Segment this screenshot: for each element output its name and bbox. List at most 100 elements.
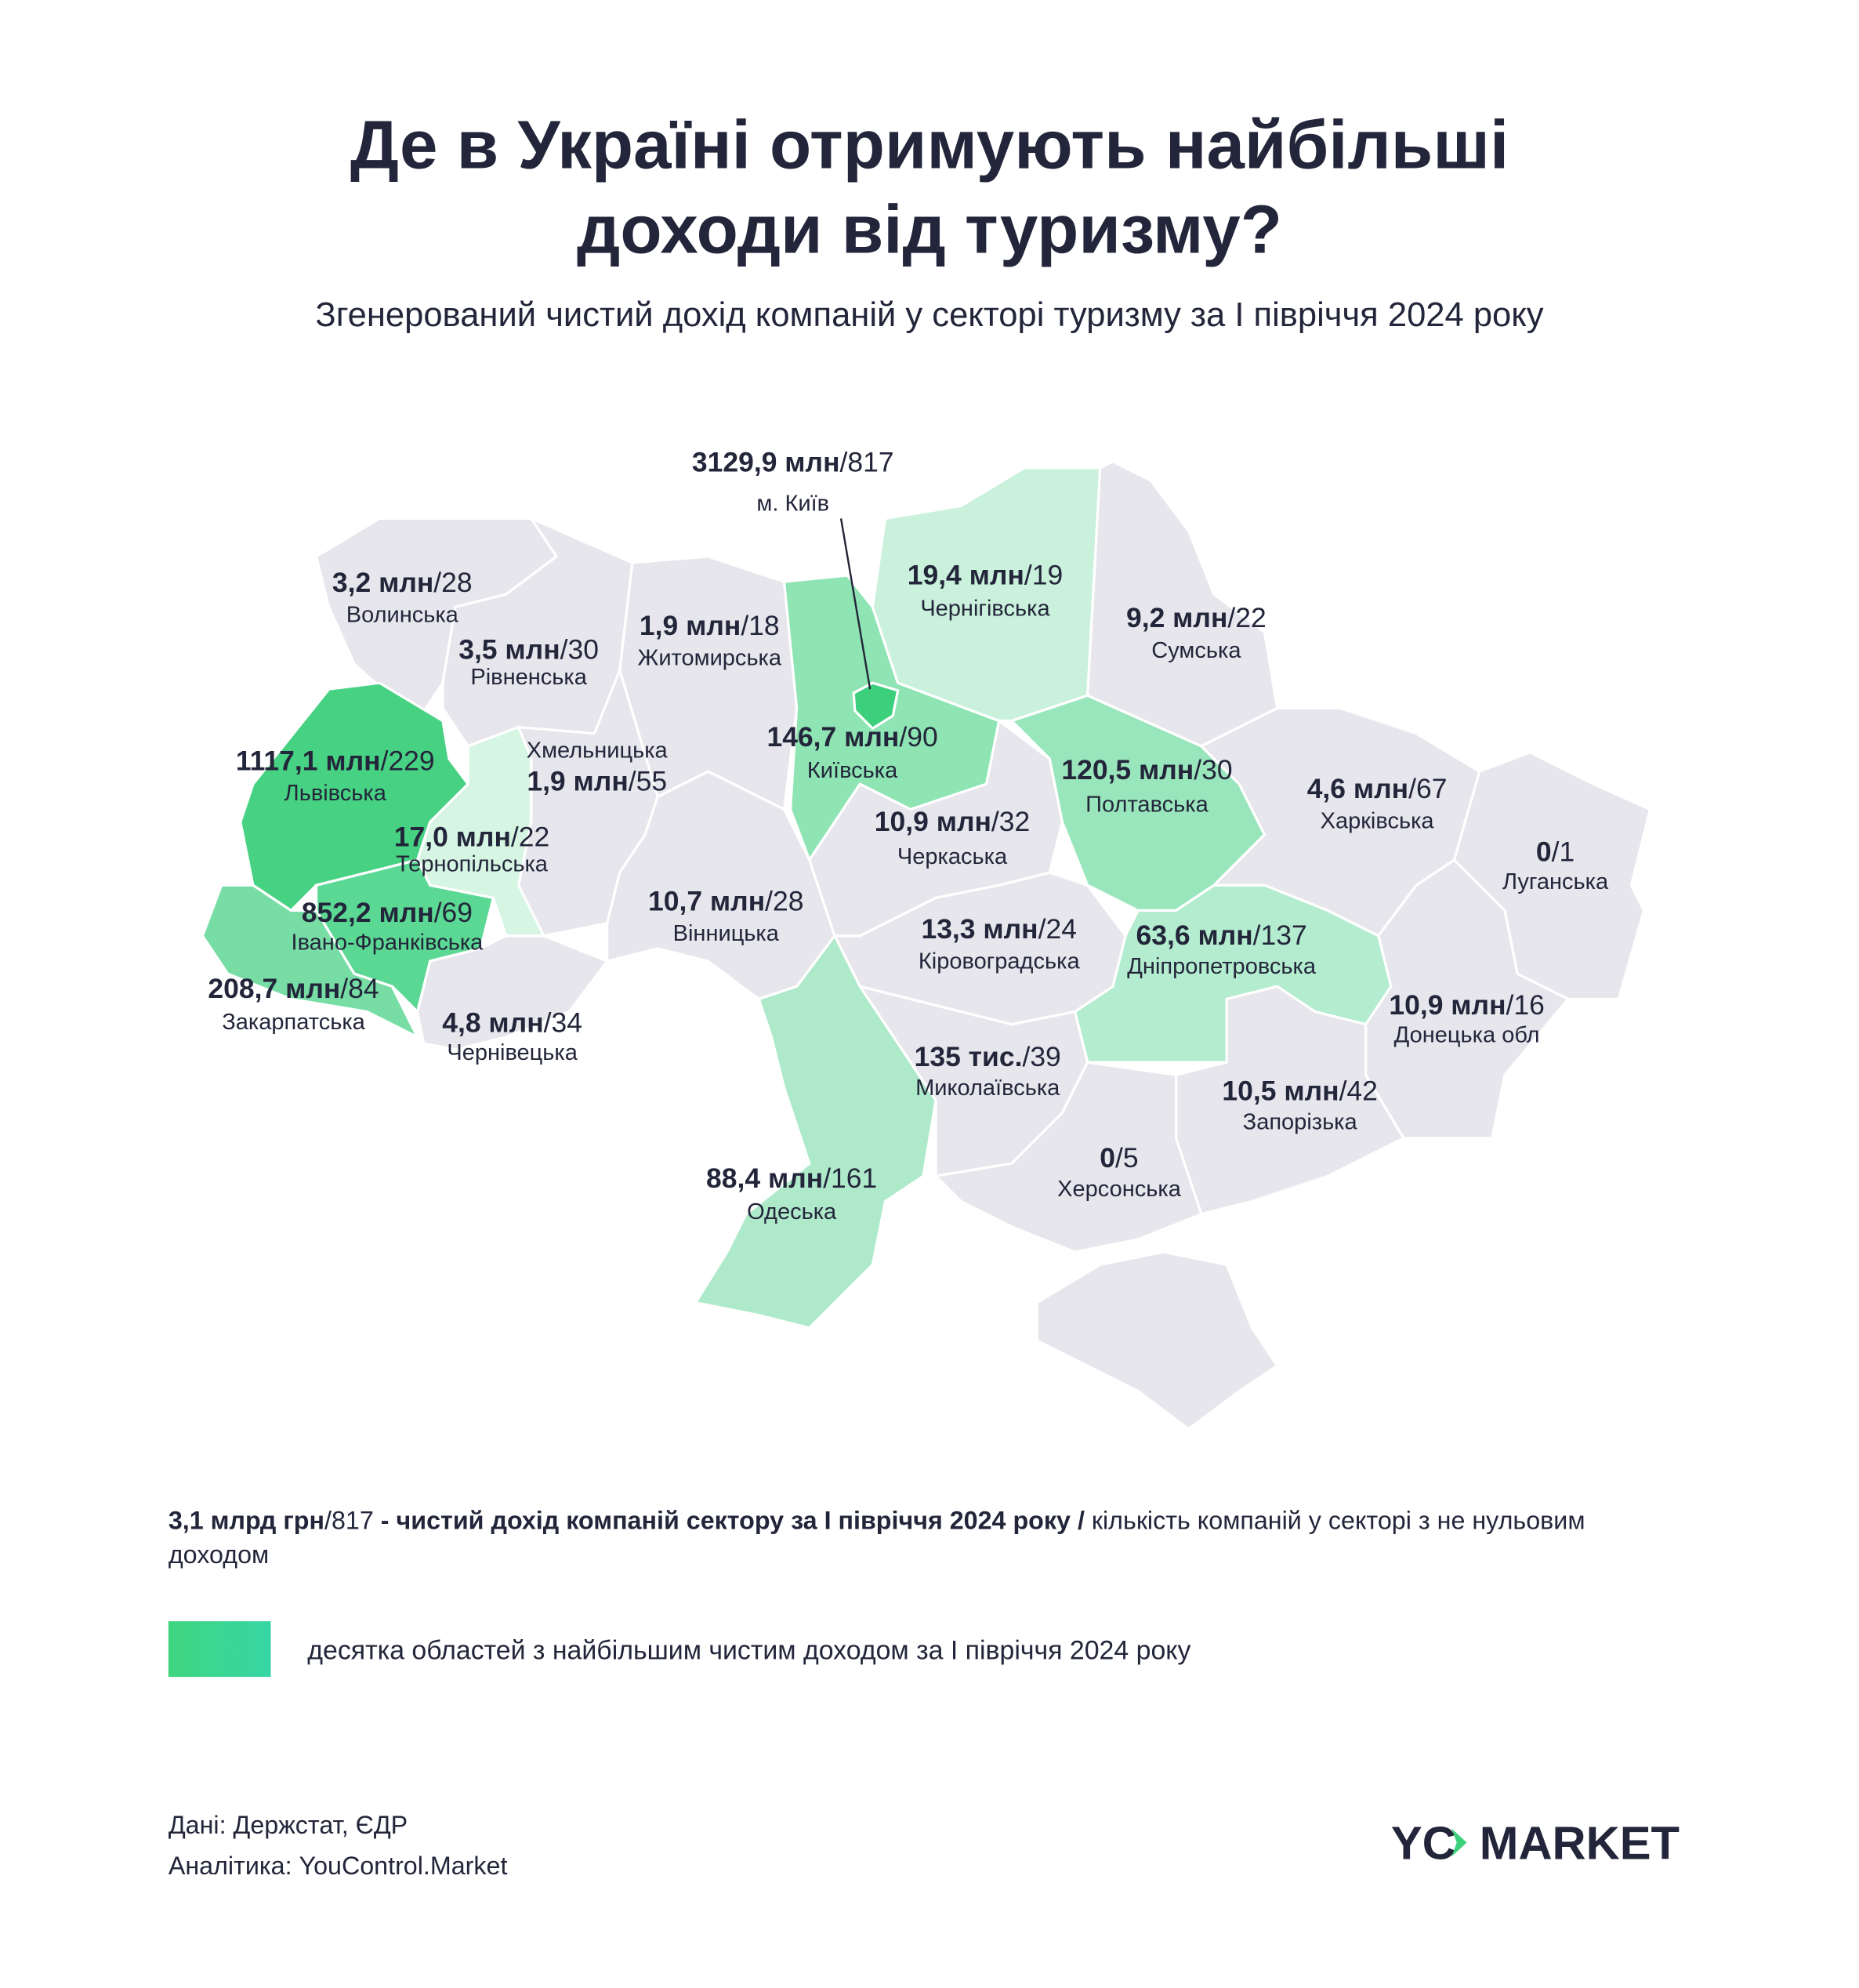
- region-count: 137: [1261, 920, 1307, 951]
- region-amount: 208,7 млн: [208, 973, 340, 1004]
- region-amount: 63,6 млн: [1136, 920, 1253, 951]
- separator: /: [560, 633, 568, 665]
- region-amount: 1,9 млн: [527, 765, 628, 796]
- region: [871, 466, 1102, 723]
- region-value: 3129,9 млн/817: [692, 447, 894, 478]
- region-name: Чернігівська: [920, 597, 1050, 622]
- region-name: Волинська: [346, 603, 459, 628]
- separator: /: [1227, 602, 1235, 633]
- separator: /: [544, 1007, 552, 1038]
- region-amount: 3129,9 млн: [692, 447, 840, 478]
- separator: /: [1506, 989, 1514, 1021]
- note-text: кількість компаній у секторі з не нульов…: [168, 1507, 1585, 1570]
- region-amount: 10,7 млн: [648, 886, 765, 917]
- region-count: 19: [1032, 559, 1063, 590]
- region-count: 18: [748, 610, 779, 641]
- region-amount: 0: [1536, 836, 1552, 868]
- region-name: Хмельницька: [527, 738, 669, 763]
- separator: /: [1339, 1076, 1347, 1107]
- region-amount: 13,3 млн: [921, 913, 1038, 945]
- analytics: Аналітика: YouControl.Market: [169, 1852, 508, 1880]
- region-value: 19,4 млн/19: [908, 559, 1064, 590]
- region-name: Черкаська: [897, 844, 1008, 869]
- region-value: 88,4 млн/161: [706, 1163, 877, 1194]
- separator: /: [340, 973, 348, 1004]
- logo-right: MARKET: [1480, 1816, 1680, 1869]
- region-value: 1117,1 млн/229: [236, 745, 435, 776]
- separator: /: [1552, 836, 1560, 868]
- region-value: 9,2 млн/22: [1126, 602, 1267, 633]
- region-count: 39: [1030, 1041, 1060, 1072]
- separator: /: [741, 610, 748, 641]
- region-amount: 10,9 млн: [1389, 989, 1506, 1021]
- region: [852, 681, 900, 731]
- note-count: 817: [331, 1507, 374, 1536]
- region-name: Івано-Франківська: [292, 931, 484, 956]
- region: [933, 1061, 1203, 1253]
- separator: /: [511, 821, 519, 852]
- region-count: 28: [773, 886, 803, 917]
- region-count: 5: [1123, 1142, 1139, 1174]
- region-amount: 4,8 млн: [442, 1007, 543, 1038]
- region-value: 10,9 млн/32: [875, 806, 1031, 837]
- legend-label: десятка областей з найбільшим чистим дох…: [307, 1636, 1190, 1666]
- region: [693, 933, 937, 1330]
- crimea: [1035, 1250, 1279, 1431]
- region-amount: 1,9 млн: [640, 610, 741, 641]
- separator: /: [629, 765, 636, 796]
- region-name: Сумська: [1151, 638, 1241, 663]
- region-value: 10,5 млн/42: [1222, 1076, 1378, 1107]
- separator: /: [1038, 913, 1046, 945]
- region-count: 1: [1559, 836, 1575, 868]
- region-value: 10,9 млн/16: [1389, 989, 1545, 1021]
- title-line: доходи від туризму?: [577, 192, 1282, 268]
- region-value: 1,9 млн/55: [527, 765, 667, 796]
- region-value: 0/5: [1100, 1142, 1138, 1174]
- region-amount: 1117,1 млн: [236, 745, 381, 776]
- region-amount: 3,2 млн: [332, 567, 433, 598]
- separator: /: [434, 897, 442, 928]
- region-value: 4,6 млн/67: [1307, 773, 1448, 804]
- note-separator: /: [324, 1507, 332, 1536]
- map-regions: [201, 460, 1652, 1431]
- region-value: 208,7 млн/84: [208, 973, 379, 1004]
- region-value: 3,5 млн/30: [458, 633, 599, 665]
- note-bold: - чистий дохід компаній сектору за I пів…: [380, 1507, 1085, 1536]
- region-name: Дніпропетровська: [1127, 954, 1317, 979]
- logo: YC MARKET: [1391, 1816, 1680, 1869]
- region: [606, 770, 836, 1001]
- region-name: Луганська: [1502, 869, 1609, 894]
- title-line: Де в Україні отримують найбільші: [350, 107, 1509, 183]
- note-total: 3,1 млрд грн: [168, 1507, 325, 1536]
- region-count: 28: [441, 567, 472, 598]
- region-count: 229: [388, 745, 434, 776]
- region-value: 63,6 млн/137: [1136, 920, 1307, 951]
- note-box: 3,1 млрд грн/817 - чистий дохід компаній…: [168, 1507, 1585, 1570]
- separator: /: [1022, 1041, 1030, 1072]
- region-count: 30: [568, 633, 599, 665]
- region-name: Вінницька: [673, 921, 780, 946]
- separator: /: [823, 1163, 831, 1194]
- region-amount: 0: [1100, 1142, 1115, 1174]
- region-name: Кіровоградська: [919, 949, 1081, 974]
- region-count: 55: [636, 765, 667, 796]
- separator: /: [1115, 1142, 1123, 1174]
- region-name: Тернопільська: [396, 852, 549, 877]
- region-count: 16: [1513, 989, 1544, 1021]
- separator: /: [991, 806, 999, 837]
- region-name: Миколаївська: [915, 1076, 1060, 1101]
- region-amount: 146,7 млн: [766, 721, 899, 753]
- region-amount: 120,5 млн: [1061, 754, 1194, 785]
- region-count: 84: [348, 973, 379, 1004]
- region-value: 852,2 млн/69: [302, 897, 473, 928]
- region-count: 817: [847, 447, 893, 478]
- region-value: 135 тис./39: [915, 1041, 1061, 1072]
- region-name: Харківська: [1321, 809, 1435, 834]
- separator: /: [381, 745, 389, 776]
- region-name: Рівненська: [470, 665, 587, 690]
- region-amount: 10,5 млн: [1222, 1076, 1339, 1107]
- region-value: 13,3 млн/24: [921, 913, 1077, 945]
